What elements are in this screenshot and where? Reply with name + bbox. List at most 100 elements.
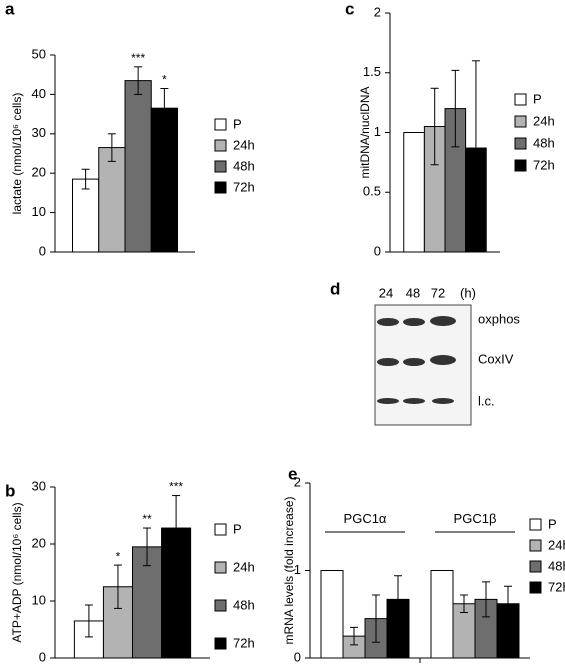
legend-label: P xyxy=(233,116,242,131)
y-tick-label: 0 xyxy=(39,649,46,664)
y-tick-label: 30 xyxy=(32,125,46,140)
legend-label: 72h xyxy=(233,179,255,194)
legend-swatch xyxy=(214,160,227,173)
legend-swatch xyxy=(214,181,227,194)
y-tick-label: 10 xyxy=(32,592,46,607)
legend-swatch xyxy=(214,118,227,131)
panel-label: b xyxy=(5,481,15,500)
y-axis-label: lactate (nmol/10⁶ cells) xyxy=(10,93,24,215)
legend-label: 48h xyxy=(233,158,255,173)
legend-label: 48h xyxy=(533,135,555,150)
error-bar xyxy=(113,564,122,609)
error-bar xyxy=(430,87,439,166)
y-tick-label: 10 xyxy=(32,204,46,219)
y-tick-label: 1.5 xyxy=(363,64,381,79)
band-label: CoxIV xyxy=(478,351,514,366)
y-tick-label: 2 xyxy=(374,4,381,19)
y-tick-label: 0 xyxy=(374,243,381,258)
legend-label: 48h xyxy=(548,558,565,573)
category-label: PGC1α xyxy=(344,511,387,526)
legend-swatch xyxy=(214,561,227,574)
error-bar xyxy=(394,575,402,624)
legend-swatch xyxy=(529,518,542,531)
error-bar xyxy=(84,604,93,638)
chart: e mRNA levels (fold increase) 0 1 2 PGC1α PGC1… xyxy=(282,464,565,664)
bar xyxy=(430,570,454,659)
legend-label: 72h xyxy=(548,579,565,594)
legend-label: 24h xyxy=(233,559,255,574)
legend-swatch xyxy=(514,137,527,150)
category-label: PGC1β xyxy=(454,511,497,526)
y-axis-label: mitDNA/nuclDNA xyxy=(358,86,372,178)
legend-swatch xyxy=(214,523,227,536)
error-bar xyxy=(107,133,116,162)
y-axis-label: ATP+ADP (nmol/10⁶ cells) xyxy=(10,502,24,642)
legend-swatch xyxy=(514,159,527,172)
lane-label: 72 xyxy=(431,285,445,300)
error-bar xyxy=(134,66,143,95)
unit-label: (h) xyxy=(460,285,476,300)
legend-label: 24h xyxy=(548,537,565,552)
legend-swatch xyxy=(514,115,527,128)
error-bar xyxy=(143,527,152,567)
legend-swatch xyxy=(529,581,542,594)
y-axis-label: mRNA levels (fold increase) xyxy=(282,496,296,644)
significance: * xyxy=(162,73,167,87)
legend-label: P xyxy=(233,521,242,536)
y-tick-label: 1 xyxy=(294,562,301,577)
chart: c mitDNA/nuclDNA 0 0.5 1 1.5 2 P 24h 48h 72h xyxy=(345,0,555,258)
y-tick-label: 0 xyxy=(294,649,301,664)
y-tick-label: 50 xyxy=(32,46,46,61)
error-bar xyxy=(160,87,169,129)
y-tick-label: 0.5 xyxy=(363,184,381,199)
legend-swatch xyxy=(214,599,227,612)
error-bar xyxy=(471,60,480,236)
error-bar xyxy=(81,168,90,190)
significance: *** xyxy=(131,51,145,65)
western-blot: d 24 48 72 (h) oxphos CoxIV l.c. xyxy=(330,279,520,426)
lane-label: 24 xyxy=(379,285,393,300)
legend-swatch xyxy=(529,560,542,573)
bar xyxy=(124,80,152,253)
significance: * xyxy=(116,549,121,563)
legend-swatch xyxy=(214,139,227,152)
significance: ** xyxy=(142,512,152,526)
error-bar xyxy=(460,594,468,613)
band-label: oxphos xyxy=(478,311,520,326)
legend-label: P xyxy=(548,516,557,531)
y-tick-label: 20 xyxy=(32,165,46,180)
legend-label: P xyxy=(533,91,542,106)
error-bar xyxy=(350,626,358,646)
error-bar xyxy=(372,594,380,643)
legend-label: 24h xyxy=(533,113,555,128)
legend-label: 72h xyxy=(533,157,555,172)
y-tick-label: 20 xyxy=(32,535,46,550)
bands xyxy=(377,316,456,404)
legend-swatch xyxy=(514,93,527,106)
bar xyxy=(150,107,178,253)
legend-label: 24h xyxy=(233,137,255,152)
y-tick-label: 2 xyxy=(294,474,301,489)
panel-label: c xyxy=(345,0,354,18)
y-tick-label: 30 xyxy=(32,478,46,493)
legend-label: 48h xyxy=(233,597,255,612)
significance: *** xyxy=(169,480,183,494)
error-bar xyxy=(172,495,181,562)
panel-label: d xyxy=(330,279,340,298)
legend-swatch xyxy=(529,539,542,552)
panel-label: e xyxy=(288,464,297,483)
y-tick-label: 0 xyxy=(39,243,46,258)
bar xyxy=(72,178,100,253)
legend-swatch xyxy=(214,637,227,650)
band-label: l.c. xyxy=(478,393,495,408)
y-tick-label: 40 xyxy=(32,86,46,101)
panel-label: a xyxy=(5,0,15,18)
y-tick-label: 1 xyxy=(374,124,381,139)
bar xyxy=(320,570,344,659)
error-bar xyxy=(451,69,460,148)
error-bar xyxy=(482,581,490,618)
bar xyxy=(98,147,126,253)
